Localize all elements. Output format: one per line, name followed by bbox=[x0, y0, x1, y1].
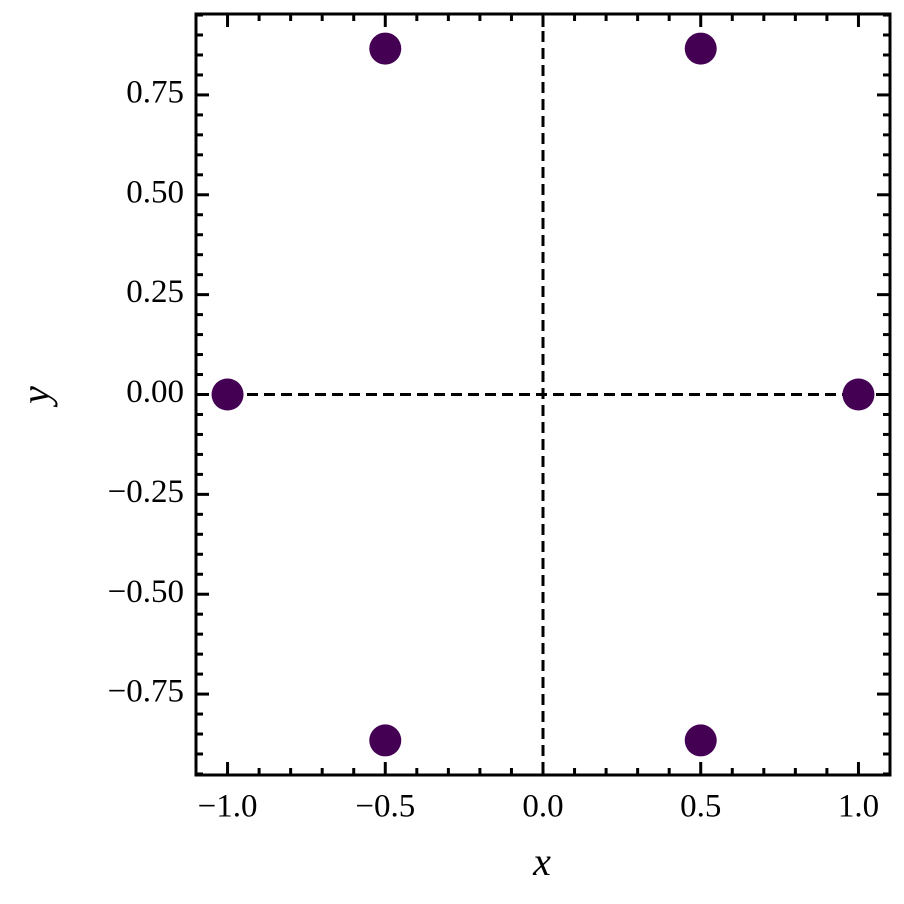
y-tick-label: −0.75 bbox=[108, 674, 184, 710]
x-tick-label: −1.0 bbox=[198, 789, 258, 825]
point bbox=[211, 378, 244, 411]
y-tick-label: −0.25 bbox=[108, 474, 184, 510]
x-tick-label: 1.0 bbox=[838, 789, 879, 825]
y-tick-label: 0.50 bbox=[126, 174, 184, 210]
y-tick-label: −0.50 bbox=[108, 574, 184, 610]
x-tick-label: 0.0 bbox=[522, 789, 563, 825]
x-tick-label: 0.5 bbox=[680, 789, 721, 825]
y-tick-label: 0.25 bbox=[126, 274, 184, 310]
point bbox=[369, 724, 402, 757]
point bbox=[842, 378, 875, 411]
plot-frame bbox=[194, 12, 892, 777]
y-tick-label: 0.75 bbox=[126, 75, 184, 111]
point bbox=[369, 32, 402, 65]
x-axis-label: x bbox=[532, 839, 551, 884]
y-axis-label: y bbox=[13, 386, 58, 408]
point bbox=[684, 32, 717, 65]
x-tick-label: −0.5 bbox=[355, 789, 415, 825]
y-tick-label: 0.00 bbox=[126, 374, 184, 410]
point bbox=[684, 724, 717, 757]
